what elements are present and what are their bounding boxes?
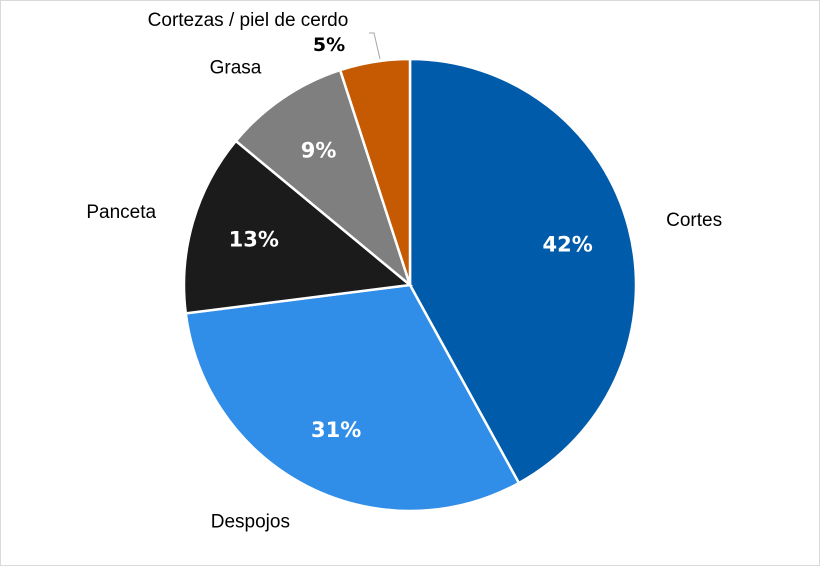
category-label-cortes: Cortes bbox=[666, 210, 722, 231]
pie-slice-grasa bbox=[234, 68, 413, 289]
category-label-grasa: Grasa bbox=[210, 57, 262, 78]
data-label-despojos: 31% bbox=[311, 418, 361, 442]
pie-slice-panceta bbox=[182, 139, 414, 315]
category-label-panceta: Panceta bbox=[86, 202, 156, 223]
pie-slice-despojos bbox=[184, 283, 521, 513]
pie-slice-cortes bbox=[408, 57, 638, 485]
category-label-cortezas-piel-de-cerdo: Cortezas / piel de cerdo bbox=[148, 10, 349, 31]
data-label-cortezas-piel-de-cerdo: 5% bbox=[313, 34, 345, 56]
data-label-grasa: 9% bbox=[301, 138, 337, 162]
pie-slice-cortezas-piel-de-cerdo bbox=[338, 57, 412, 286]
category-label-despojos: Despojos bbox=[211, 512, 290, 533]
leader-line bbox=[369, 32, 381, 60]
data-label-panceta: 13% bbox=[229, 228, 279, 252]
data-label-cortes: 42% bbox=[542, 233, 592, 257]
